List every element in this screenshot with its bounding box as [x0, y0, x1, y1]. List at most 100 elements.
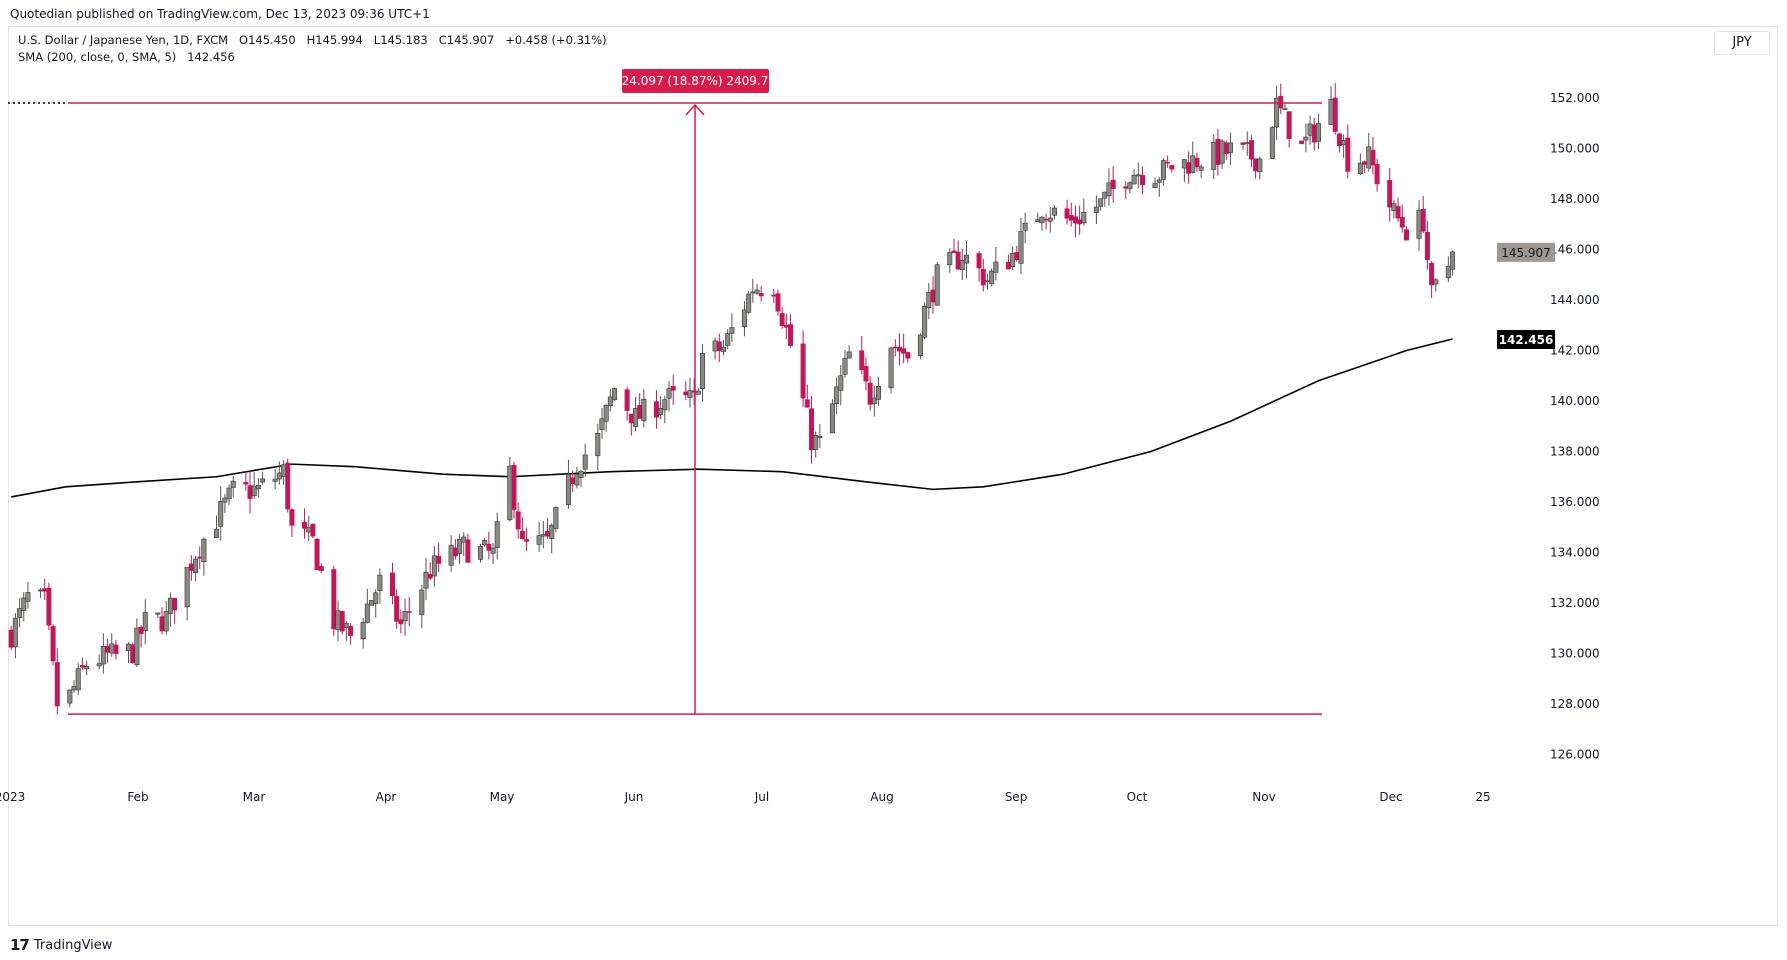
candle-body [922, 305, 928, 338]
candle-body [1102, 191, 1108, 199]
y-tick-label: 132.000 [1550, 596, 1600, 610]
candle-body [892, 346, 898, 349]
candle-body [1450, 251, 1456, 270]
candle-body [834, 386, 840, 404]
chart-legend: U.S. Dollar / Japanese Yen, 1D, FXCM O14… [18, 32, 607, 66]
y-tick-label: 150.000 [1550, 142, 1600, 156]
candle-body [339, 611, 345, 632]
chart-frame[interactable] [8, 26, 1778, 926]
candle-body [1072, 216, 1078, 224]
candle-body [549, 524, 555, 540]
candle-body [1433, 279, 1439, 285]
y-tick-label: 138.000 [1550, 445, 1600, 459]
low-value: L145.183 [373, 33, 428, 47]
candle-body [716, 341, 722, 351]
candle-body [1093, 206, 1099, 214]
candle-body [905, 352, 911, 359]
y-tick-label: 148.000 [1550, 192, 1600, 206]
candle-body [1416, 209, 1422, 239]
candle-body [155, 612, 161, 615]
candle-body [896, 346, 902, 352]
candle-body [1190, 155, 1196, 174]
candle-body [515, 511, 521, 530]
candle-body [536, 535, 542, 545]
candle-body [100, 645, 106, 665]
price-range-measure[interactable]: 24.097 (18.87%) 2409.7 [8, 69, 1322, 715]
candle-body [1303, 136, 1309, 141]
candle-body [84, 665, 90, 670]
price-axis[interactable]: 126.000 128.000 130.000 132.000 134.000 136.0… [1550, 91, 1600, 762]
candle-body [565, 473, 571, 505]
candle-body [1315, 123, 1321, 142]
candle-body [1169, 165, 1175, 170]
candle-body [222, 497, 228, 503]
candle-body [318, 566, 324, 572]
candle-body [1131, 174, 1137, 185]
candle-body [490, 547, 496, 554]
open-value: O145.450 [239, 33, 296, 47]
x-tick-label: Mar [243, 790, 266, 804]
candle-body [285, 462, 291, 510]
candle-body [607, 396, 613, 407]
candle-body [1282, 108, 1288, 110]
candle-body [96, 663, 102, 667]
candle-body [172, 597, 178, 611]
currency-selector[interactable]: JPY [1714, 31, 1770, 55]
candle-body [1186, 162, 1192, 174]
candle-body [8, 629, 14, 648]
candle-body [494, 521, 500, 548]
candle-body [540, 533, 546, 537]
candle-body [775, 293, 781, 312]
candle-body [783, 324, 789, 328]
candle-body [813, 434, 819, 450]
footer-branding[interactable]: 17 TradingView [10, 936, 112, 954]
candle-body [1429, 262, 1435, 286]
candle-body [1395, 206, 1401, 219]
candle-body [38, 589, 44, 592]
candle-body [808, 408, 814, 451]
publisher-caption: Quotedian published on TradingView.com, … [10, 7, 430, 21]
candle-body [1014, 252, 1020, 261]
candle-body [926, 292, 932, 308]
candle-body [461, 536, 467, 543]
x-tick-label: Jun [624, 790, 644, 804]
y-tick-label: 128.000 [1550, 697, 1600, 711]
candle-body [1332, 97, 1338, 132]
candle-body [193, 558, 199, 573]
y-tick-label: 130.000 [1550, 647, 1600, 661]
candle-body [507, 465, 513, 521]
candle-body [1362, 161, 1368, 165]
x-tick-label: Aug [870, 790, 893, 804]
candle-body [1135, 174, 1141, 177]
candle-body [67, 689, 73, 704]
candle-body [1156, 179, 1162, 183]
candle-body [477, 546, 483, 560]
sma-row: SMA (200, close, 0, SMA, 5) 142.456 [18, 49, 607, 66]
candle-body [695, 390, 701, 395]
candle-body [750, 291, 756, 294]
candle-body [930, 289, 936, 303]
candle-body [582, 454, 588, 470]
candle-body [804, 399, 810, 408]
candle-body [167, 597, 173, 614]
candle-body [360, 621, 366, 640]
candle-body [301, 521, 307, 529]
candle-body [255, 485, 261, 490]
price-labels: 145.907 142.456 [1497, 242, 1555, 349]
candle-body [687, 390, 693, 398]
x-tick-label: May [490, 790, 515, 804]
candle-body [109, 643, 115, 654]
x-tick-label: Feb [127, 790, 148, 804]
candle-body [1052, 207, 1058, 216]
candle-body [21, 597, 27, 611]
candle-body [1043, 218, 1049, 221]
candle-body [1039, 216, 1045, 224]
candle-body [17, 608, 23, 619]
symbol-title: U.S. Dollar / Japanese Yen, 1D, FXCM [18, 33, 229, 47]
candle-body [1181, 159, 1187, 169]
time-axis[interactable]: 2023 Feb Mar Apr May Jun Jul Aug Sep Oct Nov Dec 25 [0, 790, 1491, 804]
candle-body [934, 264, 940, 306]
candle-body [553, 507, 559, 529]
y-tick-label: 146.000 [1550, 243, 1600, 257]
